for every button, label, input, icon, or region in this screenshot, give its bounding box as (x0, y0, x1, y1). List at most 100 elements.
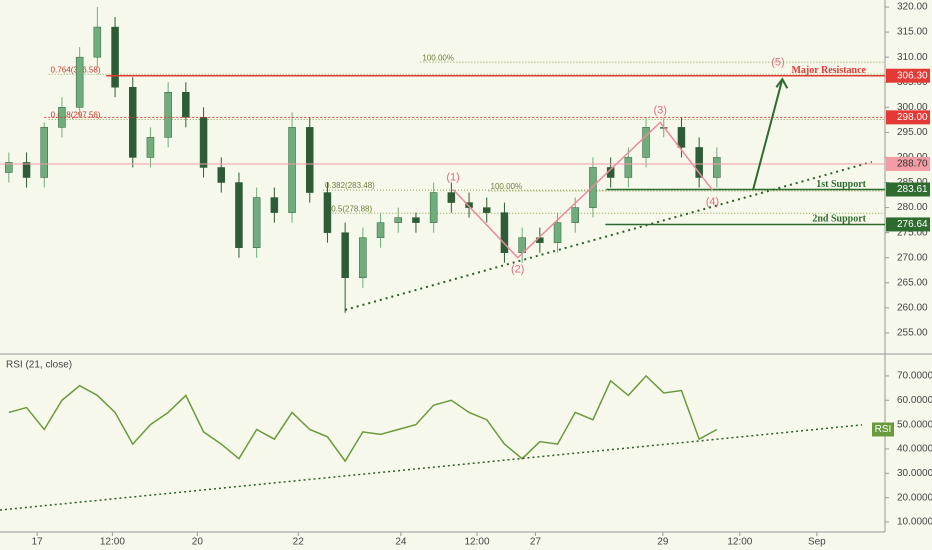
x-tick-label: 17 (32, 537, 44, 548)
x-tick-label: 27 (530, 537, 542, 548)
level-tag-label: 298.00 (897, 112, 928, 123)
x-tick-label: 12:00 (727, 537, 752, 548)
fib-label: 0.382(283.48) (325, 181, 375, 190)
candle-body (429, 192, 438, 223)
y-tick-label: 270.00 (897, 252, 928, 263)
projection-arrow (752, 78, 784, 190)
candle-body (75, 56, 84, 108)
candle-body (624, 157, 633, 178)
candle-body (465, 202, 473, 208)
y-tick-label: 60.0000 (897, 395, 932, 406)
x-tick-label: 24 (395, 537, 407, 548)
level-tag (886, 110, 930, 125)
x-tick-label: 20 (192, 537, 204, 548)
level-tag-label: 276.64 (897, 219, 928, 230)
candle-body (288, 127, 296, 213)
fib-label: 100.00% (422, 53, 454, 62)
rsi-title: RSI (21, close) (6, 360, 72, 371)
candle-body (146, 137, 155, 158)
y-tick-label: 280.00 (897, 202, 928, 213)
candle-body (341, 232, 349, 279)
y-tick-label: 70.0000 (897, 371, 932, 382)
candle-body (376, 222, 385, 238)
candle-body (93, 26, 102, 58)
candle-body (5, 162, 13, 173)
candle-body (252, 197, 261, 248)
candle-body (270, 197, 279, 213)
candle-body (111, 26, 119, 88)
candle-body (412, 217, 420, 223)
fib-label: 0.5(278.88) (331, 204, 372, 213)
y-tick-label: 40.0000 (897, 444, 932, 455)
rsi-tag-label: RSI (875, 424, 892, 435)
candle-body (323, 192, 332, 233)
candle-body (359, 237, 367, 279)
y-tick-label: 320.00 (897, 2, 928, 13)
candle-body (713, 157, 721, 178)
candle-body (447, 192, 456, 203)
wave-label: (5) (771, 57, 784, 69)
fib-label: 0.618(297.56) (51, 111, 101, 120)
candle-body (642, 127, 650, 158)
rsi-trend-line (0, 424, 863, 511)
fib-label: 0.764(306.58) (51, 65, 101, 74)
arrow-head (775, 77, 789, 89)
x-tick-label: Sep (808, 537, 826, 548)
candle-body (129, 86, 137, 158)
x-tick-label: 22 (293, 537, 305, 548)
candle-body (553, 222, 562, 243)
trend-line (344, 160, 872, 311)
wave-path (452, 121, 714, 259)
level-tag (886, 68, 930, 83)
level-tag-label: 306.30 (897, 70, 928, 81)
y-tick-label: 30.0000 (897, 468, 932, 479)
level-tag-label: 283.61 (897, 184, 928, 195)
candle-body (235, 182, 243, 248)
rsi-tag (872, 422, 894, 437)
level-tag (886, 156, 930, 171)
rsi-line (8, 374, 718, 463)
wave-label: (2) (511, 264, 524, 276)
candle-body (164, 92, 172, 138)
y-tick-label: 295.00 (897, 127, 928, 138)
candle-body (22, 162, 31, 178)
candle-body (306, 127, 314, 193)
x-tick-label: 29 (657, 537, 669, 548)
candle-body (695, 147, 703, 178)
candle-body (199, 117, 208, 168)
level-name: 1st Support (816, 179, 866, 190)
level-tag (886, 182, 930, 197)
candle-body (182, 92, 190, 118)
candle-body (483, 207, 491, 213)
fib-label: 100.00% (491, 182, 523, 191)
y-tick-label: 275.00 (897, 227, 928, 238)
candle-body (217, 167, 225, 183)
level-tag (886, 217, 930, 232)
level-name: 2nd Support (812, 214, 866, 225)
candle-body (394, 217, 402, 223)
y-tick-label: 20.0000 (897, 492, 932, 503)
y-tick-label: 50.0000 (897, 419, 932, 430)
y-tick-label: 255.00 (897, 328, 928, 339)
x-tick-label: 12:00 (464, 537, 489, 548)
wave-label: (4) (706, 196, 719, 208)
y-tick-label: 310.00 (897, 52, 928, 63)
y-tick-label: 260.00 (897, 303, 928, 314)
candle-body (677, 127, 686, 148)
y-tick-label: 265.00 (897, 277, 928, 288)
y-tick-label: 300.00 (897, 102, 928, 113)
level-name: Major Resistance (791, 65, 866, 76)
y-tick-label: 315.00 (897, 27, 928, 38)
level-tag-label: 288.70 (897, 159, 928, 170)
wave-label: (3) (653, 104, 666, 116)
y-tick-label: 10.0000 (897, 517, 932, 528)
candle-body (571, 207, 579, 223)
x-tick-label: 12:00 (100, 537, 125, 548)
candle-body (40, 127, 48, 178)
candle-body (589, 167, 597, 208)
wave-label: (1) (446, 171, 459, 183)
candle-body (500, 212, 509, 253)
